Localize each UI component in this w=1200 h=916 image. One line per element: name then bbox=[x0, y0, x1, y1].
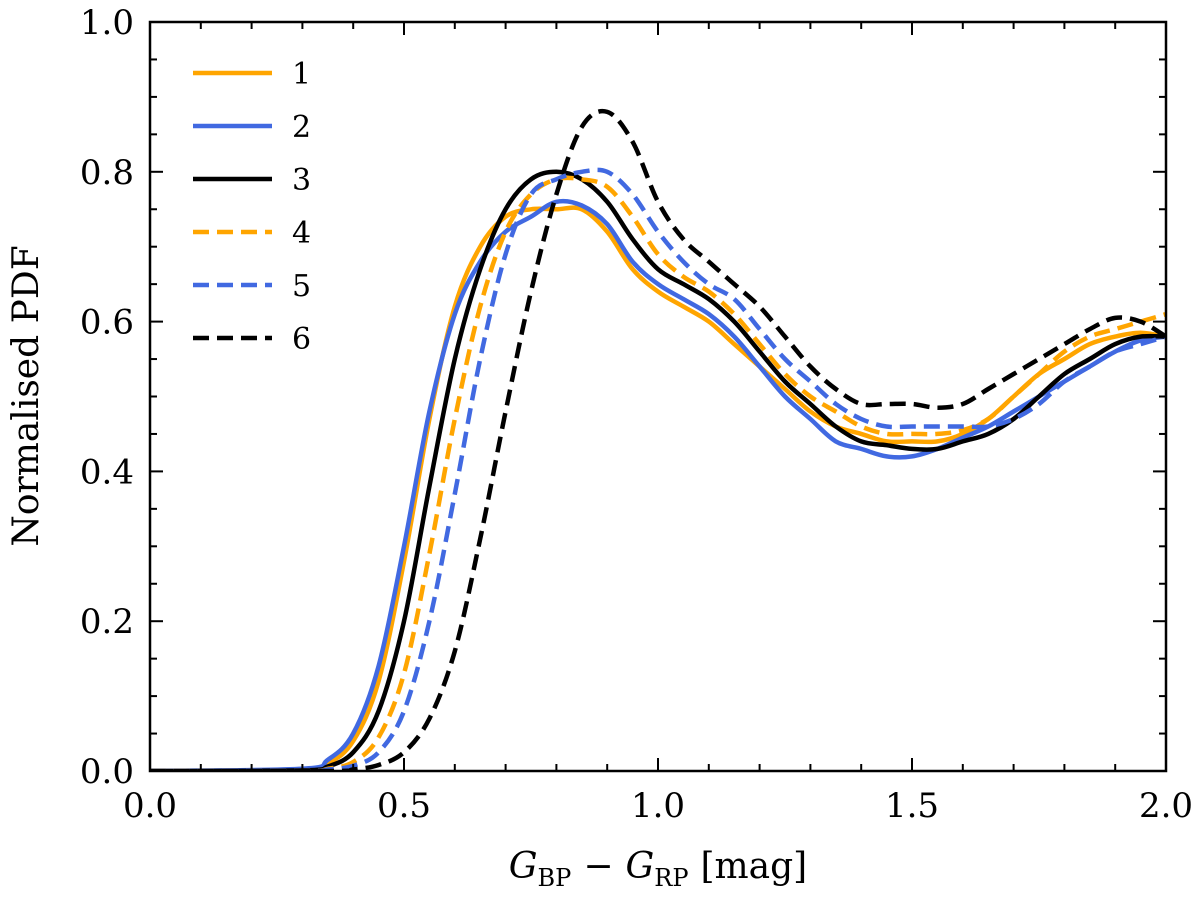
x-tick-label: 2.0 bbox=[1139, 786, 1193, 826]
x-label-sub2: RP bbox=[654, 864, 688, 892]
x-tick-label: 0.5 bbox=[377, 786, 431, 826]
legend-label-5: 5 bbox=[292, 269, 311, 304]
series-line-3 bbox=[150, 169, 1166, 771]
series-line-5 bbox=[150, 167, 1166, 771]
x-label-minus: − bbox=[583, 846, 613, 887]
x-axis-label: GBP − GRP [mag] bbox=[509, 846, 807, 892]
x-tick-label: 0.0 bbox=[123, 786, 177, 826]
series-line-2 bbox=[150, 198, 1166, 771]
y-tick-label: 0.6 bbox=[80, 303, 134, 343]
x-label-sub1: BP bbox=[538, 864, 572, 892]
x-tick-label: 1.0 bbox=[631, 786, 685, 826]
legend-label-3: 3 bbox=[292, 163, 311, 198]
x-label-unit: [mag] bbox=[700, 846, 807, 887]
y-tick-label: 1.0 bbox=[80, 3, 134, 43]
x-tick-label: 1.5 bbox=[885, 786, 939, 826]
series-layer bbox=[150, 108, 1166, 771]
y-tick-label: 0.8 bbox=[80, 153, 134, 193]
plot-frame bbox=[148, 20, 1168, 773]
legend-label-1: 1 bbox=[292, 57, 311, 92]
y-tick-label: 0.2 bbox=[80, 602, 134, 642]
legend-label-6: 6 bbox=[292, 322, 311, 357]
x-label-g2: G bbox=[626, 846, 655, 887]
tick-layer: 0.0 0.5 1.0 1.5 2.0 0.0 0.2 0.4 0.6 0.8 1.0 bbox=[80, 3, 1193, 826]
y-axis-label: Normalised PDF bbox=[6, 245, 47, 546]
y-tick-label: 0.0 bbox=[80, 752, 134, 792]
x-label-g1: G bbox=[509, 846, 538, 887]
series-line-6 bbox=[150, 108, 1166, 771]
y-tick-label: 0.4 bbox=[80, 452, 134, 492]
legend-label-2: 2 bbox=[292, 110, 311, 145]
series-line-4 bbox=[150, 175, 1166, 771]
legend-label-4: 4 bbox=[292, 216, 311, 251]
legend: 1 2 3 4 5 6 bbox=[193, 57, 311, 357]
